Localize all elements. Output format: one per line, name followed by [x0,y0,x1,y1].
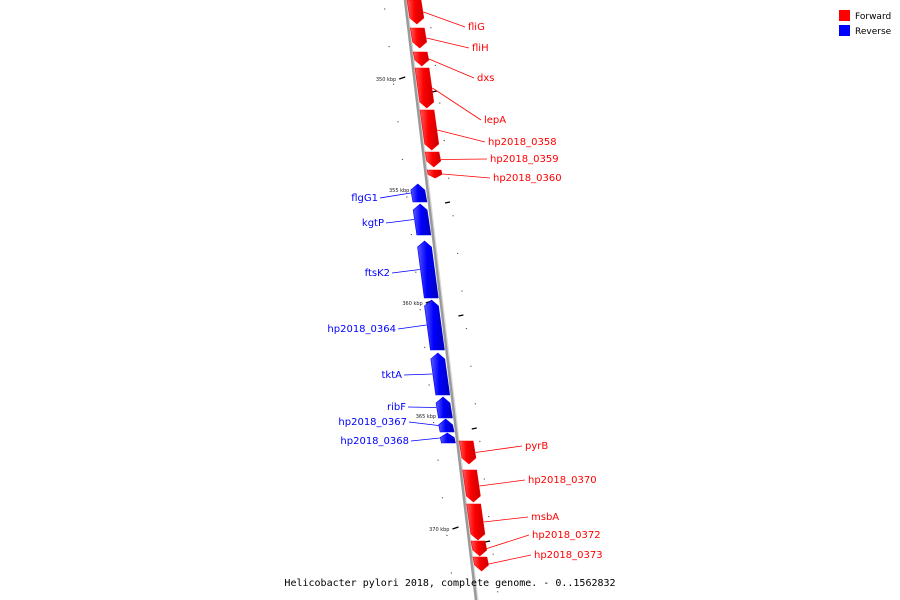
leader-line [410,437,440,442]
gene-msbA[interactable] [466,503,486,541]
gene-label-dxs[interactable]: dxs [477,73,494,84]
gene-label-hp2018_0367[interactable]: hp2018_0367 [338,417,407,428]
major-tick [452,526,459,530]
leader-line [442,173,491,179]
tick-label: 370 kbp [429,527,449,533]
leader-line [423,11,466,28]
gene-tktA[interactable] [430,352,451,396]
gene-hp2018_0372[interactable] [470,540,488,557]
leader-line [408,421,439,426]
leader-line [479,479,526,487]
gene-label-hp2018_0360[interactable]: hp2018_0360 [493,173,562,184]
gene-hp2018_0373[interactable] [472,556,489,572]
major-tick [444,201,451,204]
gene-hp2018_0368[interactable] [439,432,456,444]
leader-line [488,554,532,565]
gene-hp2018_0360[interactable] [426,169,443,179]
genome-caption: Helicobacter pylori 2018, complete genom… [284,578,616,589]
gene-hp2018_0367[interactable] [438,418,455,433]
tick-label: 355 kbp [389,188,409,194]
gene-dxs[interactable] [412,51,430,67]
leader-line [475,445,523,453]
gene-fliH[interactable] [409,27,428,49]
major-tick [484,540,491,543]
leader-line [397,324,427,330]
gene-label-fliG[interactable]: fliG [468,22,485,33]
legend-label-forward: Forward [855,12,891,22]
gene-label-lepA[interactable]: lepA [484,115,506,126]
gene-label-hp2018_0359[interactable]: hp2018_0359 [490,154,559,165]
legend-swatch-forward [839,10,850,21]
leader-line [486,534,530,549]
gene-label-hp2018_0370[interactable]: hp2018_0370 [528,475,597,486]
leader-line [391,269,420,274]
gene-hp2018_0364[interactable] [424,299,445,351]
leader-line [432,87,482,121]
legend: Forward Reverse [839,10,892,37]
major-tick [471,427,477,430]
gene-label-kgtP[interactable]: kgtP [362,218,384,229]
gene-label-hp2018_0358[interactable]: hp2018_0358 [488,137,557,148]
legend-swatch-reverse [839,25,850,36]
gene-label-hp2018_0373[interactable]: hp2018_0373 [534,550,603,561]
tick-label: 365 kbp [416,414,436,420]
gene-label-hp2018_0364[interactable]: hp2018_0364 [327,324,396,335]
leader-line [385,219,415,224]
gene-kgtP[interactable] [412,203,432,236]
gene-label-fliH[interactable]: fliH [472,43,489,54]
gene-labels: fliG fliH dxs lepA hp2018_0358 hp2018_0359 hp2… [327,11,603,565]
gene-hp2018_0358[interactable] [419,109,440,151]
leader-line [379,192,411,199]
leader-line [407,406,437,408]
tick-label: 350 kbp [376,77,396,83]
gene-label-pyrB[interactable]: pyrB [525,441,548,452]
gene-label-ribF[interactable]: ribF [387,402,406,413]
gene-features [406,0,489,572]
gene-ribF[interactable] [435,396,453,419]
gene-hp2018_0370[interactable] [462,469,481,503]
leader-line [437,129,486,143]
genome-backbone [403,0,479,600]
gene-label-hp2018_0372[interactable]: hp2018_0372 [532,530,601,541]
major-tick [431,90,438,93]
gene-flgG1[interactable] [410,183,428,203]
leader-line [426,37,470,49]
gene-lepA[interactable] [414,67,435,109]
major-tick [458,314,464,317]
tick-marks: 350 kbp 355 kbp 360 kbp 365 kbp 370 kbp [376,8,499,593]
legend-label-reverse: Reverse [855,27,892,37]
leader-line [483,516,529,523]
leader-line [440,158,488,160]
gene-label-tktA[interactable]: tktA [382,370,403,381]
major-tick [399,76,406,80]
gene-ftsK2[interactable] [417,240,439,299]
leader-line [403,373,433,376]
gene-label-flgG1[interactable]: flgG1 [351,193,378,204]
tick-label: 360 kbp [402,301,422,307]
gene-hp2018_0359[interactable] [424,151,442,168]
leader-line [428,58,475,79]
gene-label-msbA[interactable]: msbA [531,512,559,523]
gene-label-hp2018_0368[interactable]: hp2018_0368 [340,436,409,447]
gene-label-ftsK2[interactable]: ftsK2 [365,268,390,279]
gene-fliG[interactable] [406,0,425,25]
gene-pyrB[interactable] [458,440,477,465]
